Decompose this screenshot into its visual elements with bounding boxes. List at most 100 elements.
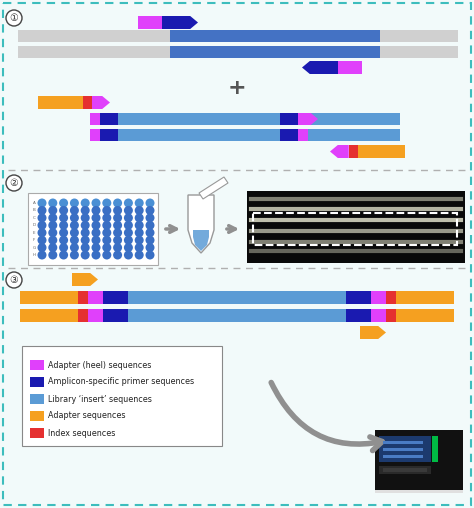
- Circle shape: [48, 221, 57, 230]
- Circle shape: [124, 213, 133, 223]
- Circle shape: [37, 206, 46, 215]
- Text: B: B: [33, 208, 36, 212]
- Polygon shape: [92, 96, 110, 109]
- Bar: [298, 113, 308, 125]
- Circle shape: [70, 243, 79, 252]
- Circle shape: [81, 250, 90, 260]
- Bar: [170, 30, 380, 42]
- Circle shape: [102, 199, 111, 207]
- Circle shape: [59, 228, 68, 237]
- Circle shape: [102, 236, 111, 245]
- Circle shape: [91, 199, 100, 207]
- Circle shape: [48, 199, 57, 207]
- Circle shape: [81, 236, 90, 245]
- Bar: [103, 291, 128, 304]
- Circle shape: [70, 221, 79, 230]
- Circle shape: [6, 175, 22, 191]
- Polygon shape: [199, 177, 228, 199]
- Circle shape: [91, 243, 100, 252]
- Bar: [280, 113, 298, 125]
- Polygon shape: [188, 195, 214, 253]
- Circle shape: [146, 236, 155, 245]
- Circle shape: [135, 236, 144, 245]
- Polygon shape: [72, 273, 98, 286]
- Circle shape: [37, 213, 46, 223]
- Circle shape: [102, 228, 111, 237]
- Bar: [18, 30, 458, 42]
- Polygon shape: [162, 16, 198, 29]
- Circle shape: [113, 236, 122, 245]
- Bar: [253, 213, 457, 245]
- Circle shape: [91, 250, 100, 260]
- Circle shape: [146, 221, 155, 230]
- Polygon shape: [83, 96, 92, 109]
- Bar: [396, 309, 454, 322]
- Circle shape: [70, 250, 79, 260]
- Circle shape: [59, 243, 68, 252]
- Bar: [100, 129, 118, 141]
- Bar: [30, 411, 44, 421]
- Circle shape: [91, 206, 100, 215]
- Bar: [90, 113, 100, 125]
- Circle shape: [146, 228, 155, 237]
- Bar: [247, 191, 465, 263]
- Bar: [346, 309, 371, 322]
- Circle shape: [124, 250, 133, 260]
- Circle shape: [37, 250, 46, 260]
- Bar: [432, 436, 438, 462]
- Circle shape: [37, 243, 46, 252]
- Bar: [383, 448, 423, 451]
- Bar: [386, 309, 396, 322]
- Bar: [20, 309, 78, 322]
- Circle shape: [59, 206, 68, 215]
- Circle shape: [37, 236, 46, 245]
- Bar: [18, 46, 458, 58]
- Polygon shape: [360, 326, 386, 339]
- Circle shape: [70, 199, 79, 207]
- Bar: [90, 129, 100, 141]
- Text: ①: ①: [9, 13, 18, 23]
- Circle shape: [113, 221, 122, 230]
- Circle shape: [135, 199, 144, 207]
- Circle shape: [124, 236, 133, 245]
- Circle shape: [81, 228, 90, 237]
- Circle shape: [113, 228, 122, 237]
- Circle shape: [48, 243, 57, 252]
- Circle shape: [146, 243, 155, 252]
- Circle shape: [81, 221, 90, 230]
- Circle shape: [113, 213, 122, 223]
- Circle shape: [6, 272, 22, 288]
- Bar: [383, 441, 423, 444]
- Bar: [379, 466, 431, 474]
- Bar: [346, 291, 371, 304]
- Bar: [103, 309, 128, 322]
- Circle shape: [135, 250, 144, 260]
- Circle shape: [113, 250, 122, 260]
- Circle shape: [102, 250, 111, 260]
- Polygon shape: [338, 61, 362, 74]
- Circle shape: [146, 250, 155, 260]
- Circle shape: [124, 228, 133, 237]
- Circle shape: [135, 221, 144, 230]
- Bar: [90, 113, 400, 125]
- Polygon shape: [38, 96, 83, 109]
- Bar: [90, 129, 400, 141]
- Circle shape: [70, 228, 79, 237]
- Bar: [78, 291, 88, 304]
- Text: ③: ③: [9, 275, 18, 285]
- Bar: [375, 490, 463, 493]
- Circle shape: [48, 213, 57, 223]
- Bar: [100, 113, 118, 125]
- Polygon shape: [298, 113, 318, 125]
- Circle shape: [102, 206, 111, 215]
- Polygon shape: [349, 145, 358, 158]
- Circle shape: [48, 206, 57, 215]
- Circle shape: [124, 221, 133, 230]
- Circle shape: [124, 199, 133, 207]
- Circle shape: [59, 221, 68, 230]
- Text: Adapter sequences: Adapter sequences: [48, 411, 126, 421]
- Text: D: D: [33, 224, 36, 227]
- Text: F: F: [33, 238, 36, 242]
- Circle shape: [70, 236, 79, 245]
- Circle shape: [124, 243, 133, 252]
